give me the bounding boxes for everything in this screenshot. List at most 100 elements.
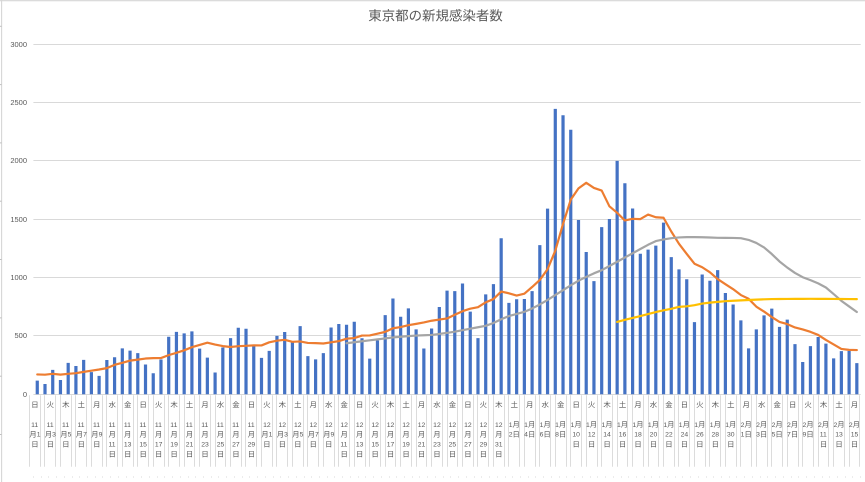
svg-text:2: 2: [833, 422, 837, 429]
svg-text:13: 13: [124, 442, 132, 449]
svg-text:11: 11: [93, 422, 100, 429]
svg-text:11: 11: [186, 422, 193, 429]
svg-text:11: 11: [340, 442, 347, 449]
svg-text:11: 11: [47, 422, 54, 429]
svg-text:12: 12: [480, 422, 488, 429]
svg-text:12: 12: [402, 422, 410, 429]
svg-text:2: 2: [772, 422, 776, 429]
svg-text:1: 1: [269, 432, 273, 439]
svg-text:11: 11: [108, 442, 115, 449]
svg-text:29: 29: [248, 442, 256, 449]
svg-text:2000: 2000: [10, 156, 27, 165]
svg-text:19: 19: [170, 442, 178, 449]
svg-text:11: 11: [217, 422, 224, 429]
svg-text:15: 15: [851, 432, 859, 439]
svg-text:1: 1: [617, 422, 621, 429]
svg-text:12: 12: [371, 422, 379, 429]
svg-text:4: 4: [524, 432, 528, 439]
svg-text:6: 6: [540, 432, 544, 439]
svg-text:12: 12: [309, 422, 317, 429]
svg-text:23: 23: [201, 442, 209, 449]
svg-text:12: 12: [340, 422, 348, 429]
svg-text:12: 12: [433, 422, 441, 429]
svg-text:1: 1: [524, 422, 528, 429]
svg-text:19: 19: [402, 442, 410, 449]
svg-text:2: 2: [509, 432, 513, 439]
svg-text:2: 2: [787, 422, 791, 429]
svg-text:12: 12: [495, 422, 503, 429]
svg-text:11: 11: [201, 422, 208, 429]
svg-text:11: 11: [232, 422, 239, 429]
svg-text:1: 1: [648, 422, 652, 429]
svg-text:21: 21: [418, 442, 426, 449]
svg-text:1: 1: [571, 422, 575, 429]
svg-text:17: 17: [155, 442, 163, 449]
svg-text:9: 9: [803, 432, 807, 439]
svg-text:24: 24: [681, 432, 689, 439]
svg-text:13: 13: [835, 432, 843, 439]
svg-text:1: 1: [540, 422, 544, 429]
svg-text:1: 1: [509, 422, 513, 429]
svg-text:1: 1: [694, 422, 698, 429]
svg-text:23: 23: [433, 442, 441, 449]
svg-text:21: 21: [186, 442, 194, 449]
svg-text:1: 1: [555, 422, 559, 429]
svg-text:22: 22: [665, 432, 673, 439]
svg-text:500: 500: [14, 331, 27, 340]
svg-text:1: 1: [663, 422, 667, 429]
svg-text:11: 11: [108, 422, 115, 429]
svg-text:5: 5: [68, 432, 72, 439]
svg-text:16: 16: [619, 432, 627, 439]
svg-text:12: 12: [464, 422, 472, 429]
svg-text:2500: 2500: [10, 98, 27, 107]
svg-text:12: 12: [356, 422, 364, 429]
svg-text:11: 11: [139, 422, 146, 429]
svg-text:20: 20: [650, 432, 658, 439]
svg-text:3: 3: [756, 432, 760, 439]
svg-text:3000: 3000: [10, 40, 27, 49]
svg-text:1: 1: [725, 422, 729, 429]
svg-text:12: 12: [449, 422, 457, 429]
svg-text:26: 26: [696, 432, 704, 439]
svg-text:12: 12: [279, 422, 287, 429]
svg-text:12: 12: [387, 422, 395, 429]
svg-text:25: 25: [217, 442, 225, 449]
svg-text:29: 29: [480, 442, 488, 449]
svg-text:11: 11: [155, 422, 162, 429]
svg-text:11: 11: [820, 432, 827, 439]
svg-text:2: 2: [818, 422, 822, 429]
svg-text:1: 1: [586, 422, 590, 429]
svg-text:31: 31: [495, 442, 503, 449]
svg-text:3: 3: [52, 432, 56, 439]
svg-text:12: 12: [418, 422, 426, 429]
svg-text:7: 7: [315, 432, 319, 439]
svg-text:15: 15: [139, 442, 147, 449]
svg-text:1: 1: [679, 422, 683, 429]
svg-text:12: 12: [588, 432, 596, 439]
svg-text:11: 11: [248, 422, 255, 429]
svg-text:1: 1: [632, 422, 636, 429]
svg-text:30: 30: [727, 432, 735, 439]
svg-text:8: 8: [555, 432, 559, 439]
svg-text:11: 11: [78, 422, 85, 429]
svg-text:2: 2: [756, 422, 760, 429]
svg-text:11: 11: [62, 422, 69, 429]
svg-text:18: 18: [634, 432, 642, 439]
svg-text:7: 7: [787, 432, 791, 439]
svg-text:11: 11: [124, 422, 131, 429]
svg-text:25: 25: [449, 442, 457, 449]
svg-text:1500: 1500: [10, 215, 27, 224]
svg-text:1: 1: [601, 422, 605, 429]
svg-text:5: 5: [300, 432, 304, 439]
svg-text:12: 12: [325, 422, 333, 429]
svg-text:2: 2: [803, 422, 807, 429]
svg-text:2: 2: [741, 422, 745, 429]
svg-text:28: 28: [712, 432, 720, 439]
svg-text:11: 11: [31, 422, 38, 429]
svg-text:0: 0: [23, 390, 27, 399]
svg-text:1: 1: [710, 422, 714, 429]
svg-text:1: 1: [37, 432, 41, 439]
svg-text:11: 11: [170, 422, 177, 429]
svg-text:27: 27: [464, 442, 472, 449]
svg-text:15: 15: [371, 442, 379, 449]
